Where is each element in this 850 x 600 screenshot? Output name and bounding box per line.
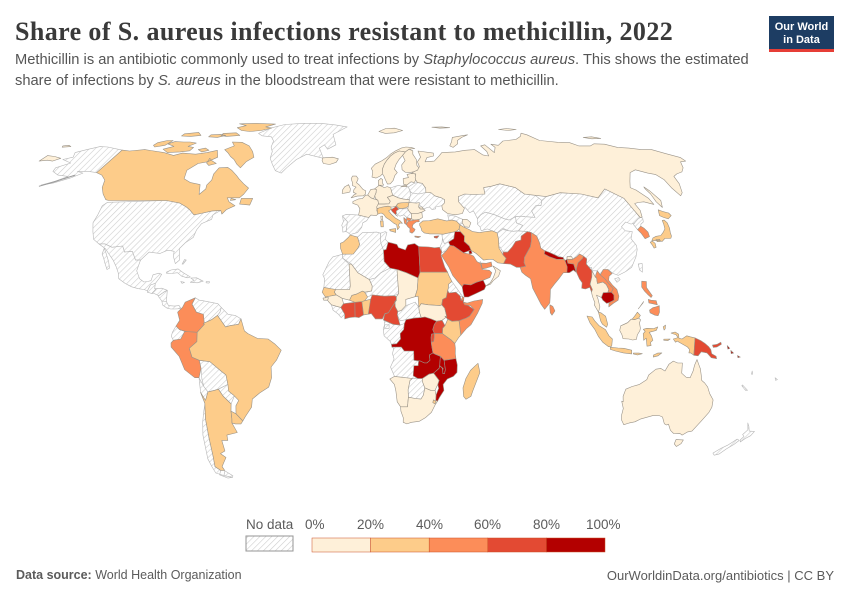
svg-text:0%: 0% [305, 517, 325, 532]
svg-text:100%: 100% [586, 517, 621, 532]
svg-text:No data: No data [246, 517, 294, 532]
svg-text:80%: 80% [533, 517, 560, 532]
svg-text:40%: 40% [416, 517, 443, 532]
svg-text:60%: 60% [474, 517, 501, 532]
svg-text:20%: 20% [357, 517, 384, 532]
